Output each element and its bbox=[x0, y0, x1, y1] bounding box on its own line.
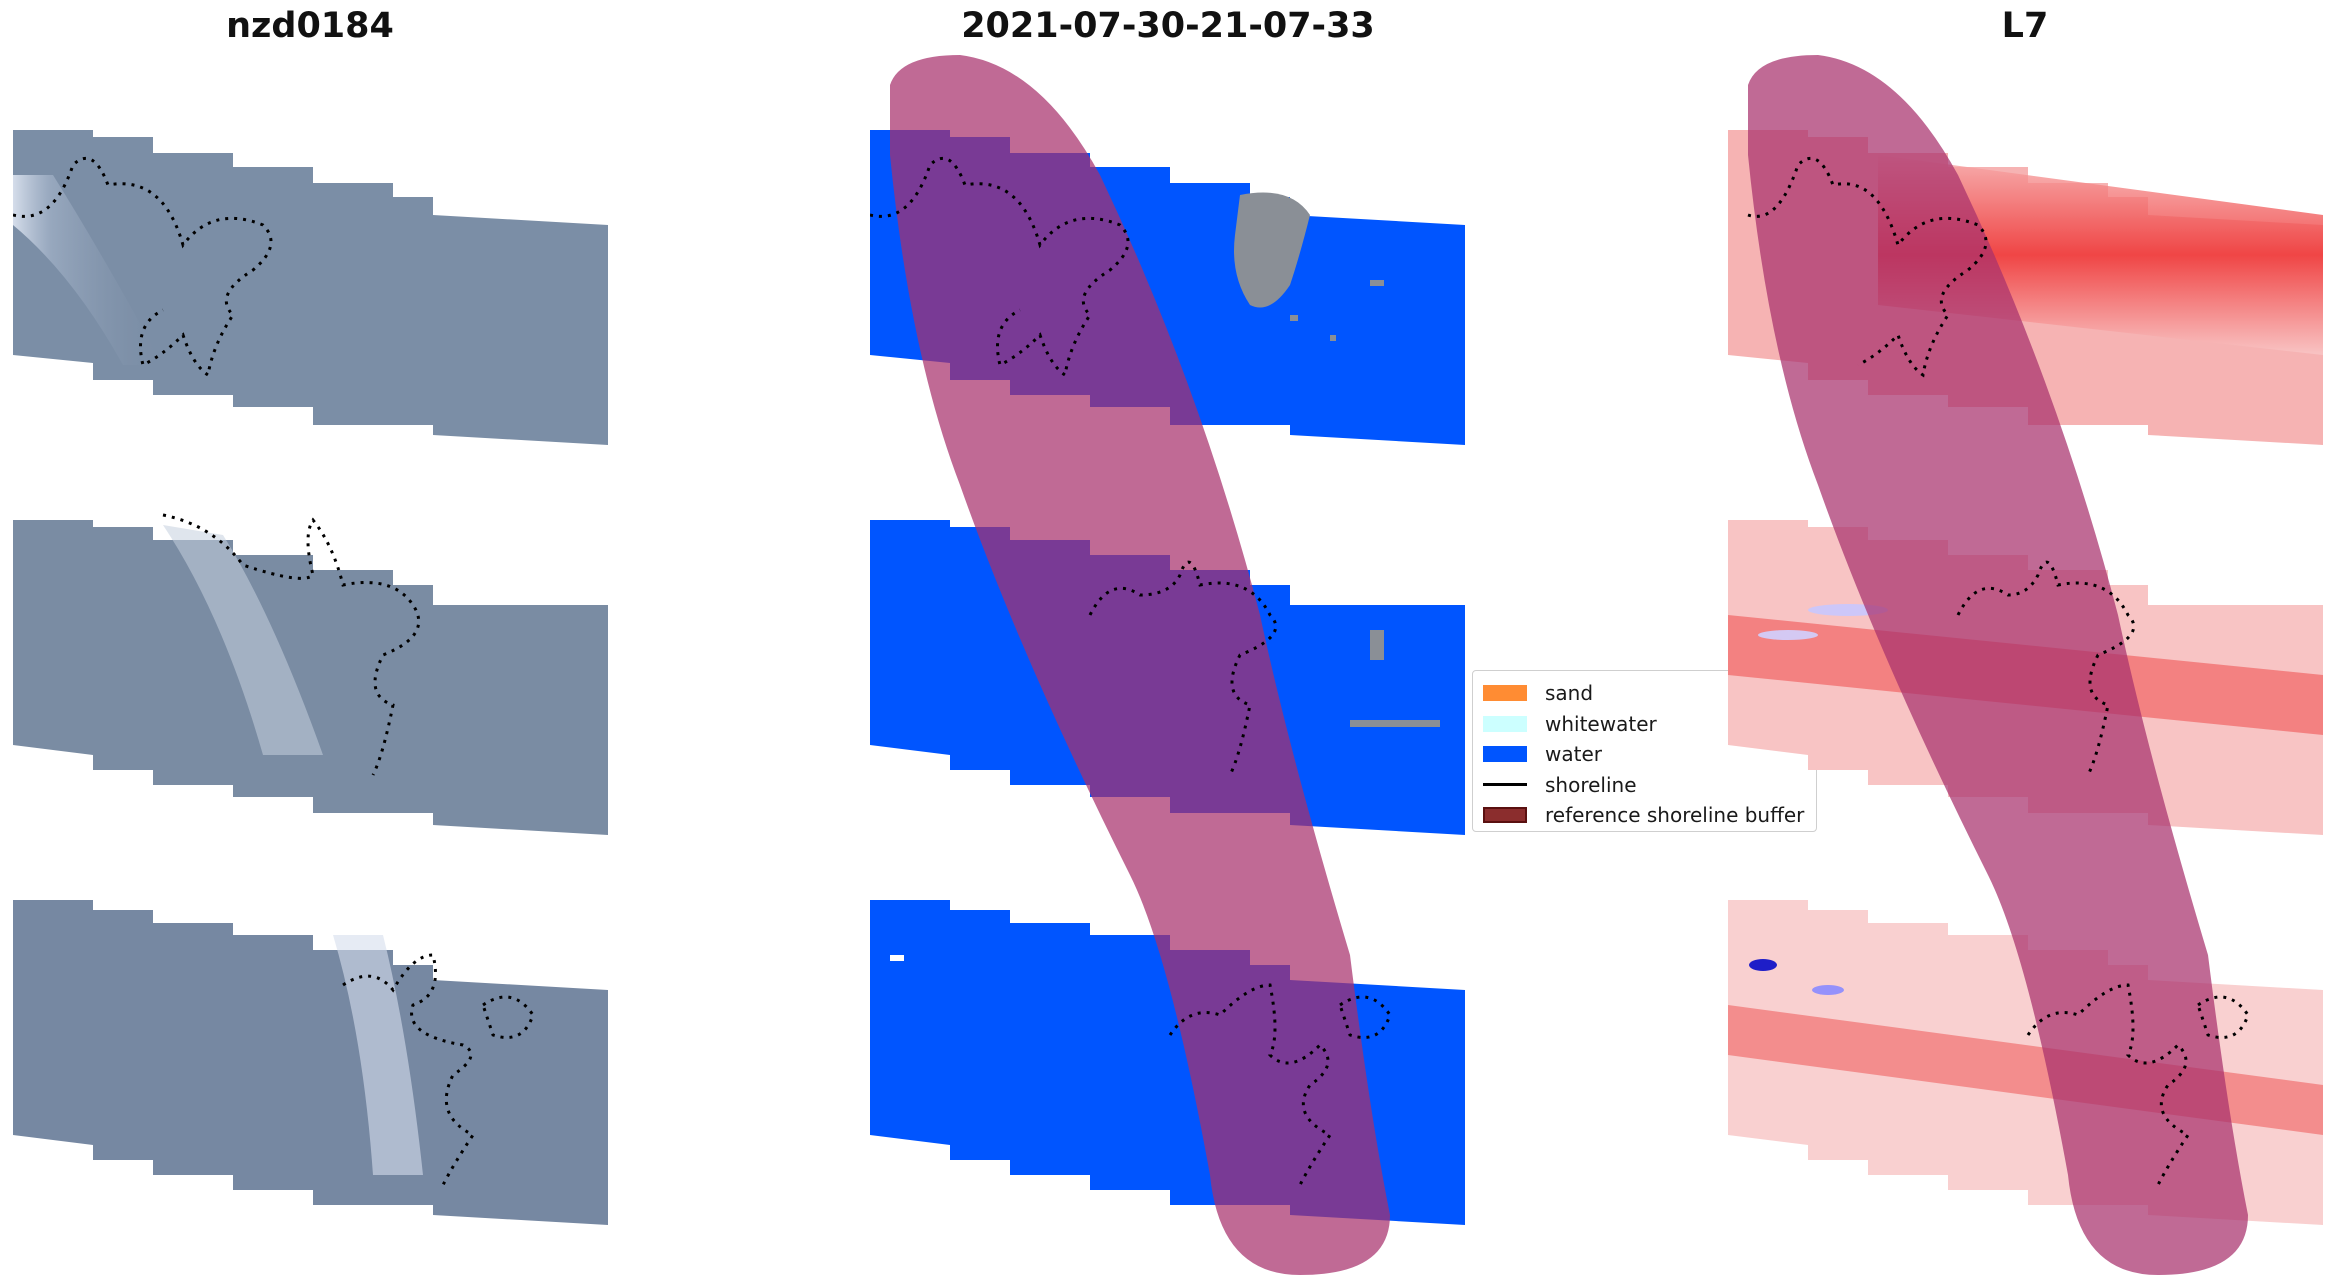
panel-title-classified: 2021-07-30-21-07-33 bbox=[961, 6, 1375, 46]
rgb-tile-top bbox=[13, 130, 608, 445]
legend-swatch-whitewater bbox=[1483, 715, 1527, 732]
legend-swatch-water bbox=[1483, 746, 1527, 763]
legend-item-whitewater: whitewater bbox=[1483, 709, 1806, 740]
rgb-tile-middle bbox=[13, 520, 608, 835]
legend-label-buffer: reference shoreline buffer bbox=[1545, 803, 1805, 828]
legend-item-shoreline: shoreline bbox=[1483, 770, 1806, 801]
panel-title-rgb: nzd0184 bbox=[226, 6, 394, 46]
legend-item-water: water bbox=[1483, 739, 1806, 770]
rgb-tile-bottom bbox=[13, 900, 608, 1225]
legend-swatch-sand bbox=[1483, 685, 1527, 702]
legend-item-buffer: reference shoreline buffer bbox=[1483, 800, 1806, 831]
unclassified-pixels bbox=[890, 192, 1440, 961]
shoreline bbox=[1747, 156, 2250, 1186]
legend-label-whitewater: whitewater bbox=[1545, 711, 1657, 736]
legend-item-sand: sand bbox=[1483, 678, 1806, 709]
shoreline bbox=[870, 156, 1392, 1186]
index-image-panel bbox=[1728, 55, 2323, 1275]
classified-image-panel bbox=[870, 55, 1465, 1275]
reference-shoreline-buffer bbox=[1748, 55, 2248, 1275]
legend-swatch-buffer bbox=[1483, 807, 1527, 824]
rgb-tiles bbox=[13, 130, 608, 1225]
rgb-image-panel bbox=[13, 130, 608, 1225]
shoreline bbox=[13, 156, 535, 1186]
panel-title-index: L7 bbox=[2001, 6, 2049, 46]
legend-swatch-shoreline bbox=[1483, 783, 1527, 787]
reference-shoreline-buffer bbox=[890, 55, 1390, 1275]
legend-label-sand: sand bbox=[1545, 681, 1594, 706]
legend-label-water: water bbox=[1545, 742, 1602, 767]
legend-label-shoreline: shoreline bbox=[1545, 772, 1637, 797]
